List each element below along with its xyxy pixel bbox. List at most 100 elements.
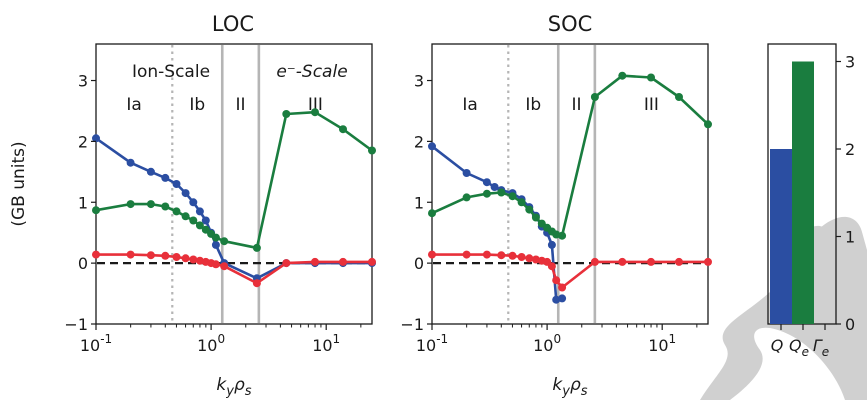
data-point xyxy=(126,250,135,259)
data-point xyxy=(675,93,683,101)
data-point xyxy=(462,169,471,177)
data-point xyxy=(704,257,712,266)
x-tick-label: 10-1 xyxy=(416,332,448,355)
data-point xyxy=(189,216,198,225)
data-point xyxy=(172,180,181,188)
region-label: II xyxy=(572,95,582,115)
data-point xyxy=(195,207,204,216)
y-tick-label: 3 xyxy=(78,72,88,91)
data-point xyxy=(482,189,491,198)
data-point xyxy=(211,233,220,242)
y-tick-label: 0 xyxy=(414,254,424,273)
data-point xyxy=(92,134,100,143)
data-point xyxy=(558,294,567,303)
chart-title: SOC xyxy=(548,12,593,36)
data-point xyxy=(92,250,100,259)
data-point xyxy=(517,198,526,207)
region-label: II xyxy=(236,95,246,115)
data-point xyxy=(497,251,506,260)
y-tick-label: 0 xyxy=(78,254,88,273)
data-point xyxy=(126,200,135,209)
data-point xyxy=(189,198,198,207)
bar xyxy=(792,61,814,324)
region-label: Ia xyxy=(462,95,477,115)
data-point xyxy=(282,110,291,118)
series-line-0 xyxy=(95,137,372,280)
y-tick-label: 2 xyxy=(414,132,424,151)
category-label: Qe xyxy=(789,336,809,359)
data-point xyxy=(462,250,471,259)
y-tick-label: 2 xyxy=(78,132,88,151)
data-point xyxy=(172,207,181,216)
data-point xyxy=(211,260,220,269)
data-point xyxy=(508,192,517,201)
scale-label: e⁻-Scale xyxy=(276,62,347,82)
data-point xyxy=(92,206,100,215)
y-tick-label: −1 xyxy=(400,315,424,334)
data-point xyxy=(220,262,229,271)
series-line-2 xyxy=(432,253,708,289)
y-tick-label: 1 xyxy=(845,228,855,247)
data-point xyxy=(428,209,436,218)
data-point xyxy=(497,188,506,197)
data-point xyxy=(517,253,526,261)
series-line-1 xyxy=(95,110,373,250)
data-point xyxy=(547,240,556,249)
region-label: Ia xyxy=(126,95,141,115)
data-point xyxy=(368,146,376,155)
data-point xyxy=(311,257,319,266)
data-point xyxy=(161,251,170,260)
scale-label: Ion-Scale xyxy=(132,62,210,82)
data-point xyxy=(146,167,155,176)
category-label: Γe xyxy=(813,336,829,359)
data-point xyxy=(647,257,655,266)
category-label: Q xyxy=(771,336,784,355)
plot-frame xyxy=(95,43,373,325)
x-tick-label: 10-1 xyxy=(80,332,112,355)
data-point xyxy=(220,237,229,246)
y-tick-label: −1 xyxy=(64,315,88,334)
data-point xyxy=(547,262,556,271)
data-point xyxy=(482,250,491,259)
bar xyxy=(770,149,792,324)
data-point xyxy=(195,221,204,230)
data-point xyxy=(590,93,599,101)
data-point xyxy=(146,200,155,209)
panel-bars: 0 1 2 3 Q Qe Γe xyxy=(767,43,855,359)
y-axis-label: (GB units) xyxy=(9,141,29,226)
data-point xyxy=(146,251,155,260)
data-point xyxy=(618,257,627,266)
data-point xyxy=(161,202,170,211)
data-point xyxy=(181,189,190,198)
y-tick-label: 1 xyxy=(414,193,424,212)
data-point xyxy=(339,125,347,134)
data-point xyxy=(552,276,561,285)
data-point xyxy=(368,257,376,266)
region-label: III xyxy=(644,95,659,115)
data-point xyxy=(482,178,491,187)
x-axis-label: kyρs xyxy=(216,375,251,399)
data-point xyxy=(181,254,190,263)
data-point xyxy=(675,257,683,266)
data-point xyxy=(525,254,534,263)
region-label: Ib xyxy=(189,95,205,115)
data-point xyxy=(508,251,517,260)
data-point xyxy=(704,120,712,129)
region-label: Ib xyxy=(525,95,541,115)
data-point xyxy=(558,231,567,240)
data-point xyxy=(201,216,210,225)
data-point xyxy=(339,257,347,266)
data-point xyxy=(211,240,220,249)
x-tick-label: 101 xyxy=(312,332,340,355)
chart-title: LOC xyxy=(212,12,254,36)
data-point xyxy=(282,259,291,268)
data-point xyxy=(428,142,436,151)
plot-frame xyxy=(431,43,709,325)
data-point xyxy=(525,205,534,214)
y-tick-label: 2 xyxy=(845,140,855,159)
x-tick-label: 100 xyxy=(533,332,561,355)
data-point xyxy=(590,257,599,266)
